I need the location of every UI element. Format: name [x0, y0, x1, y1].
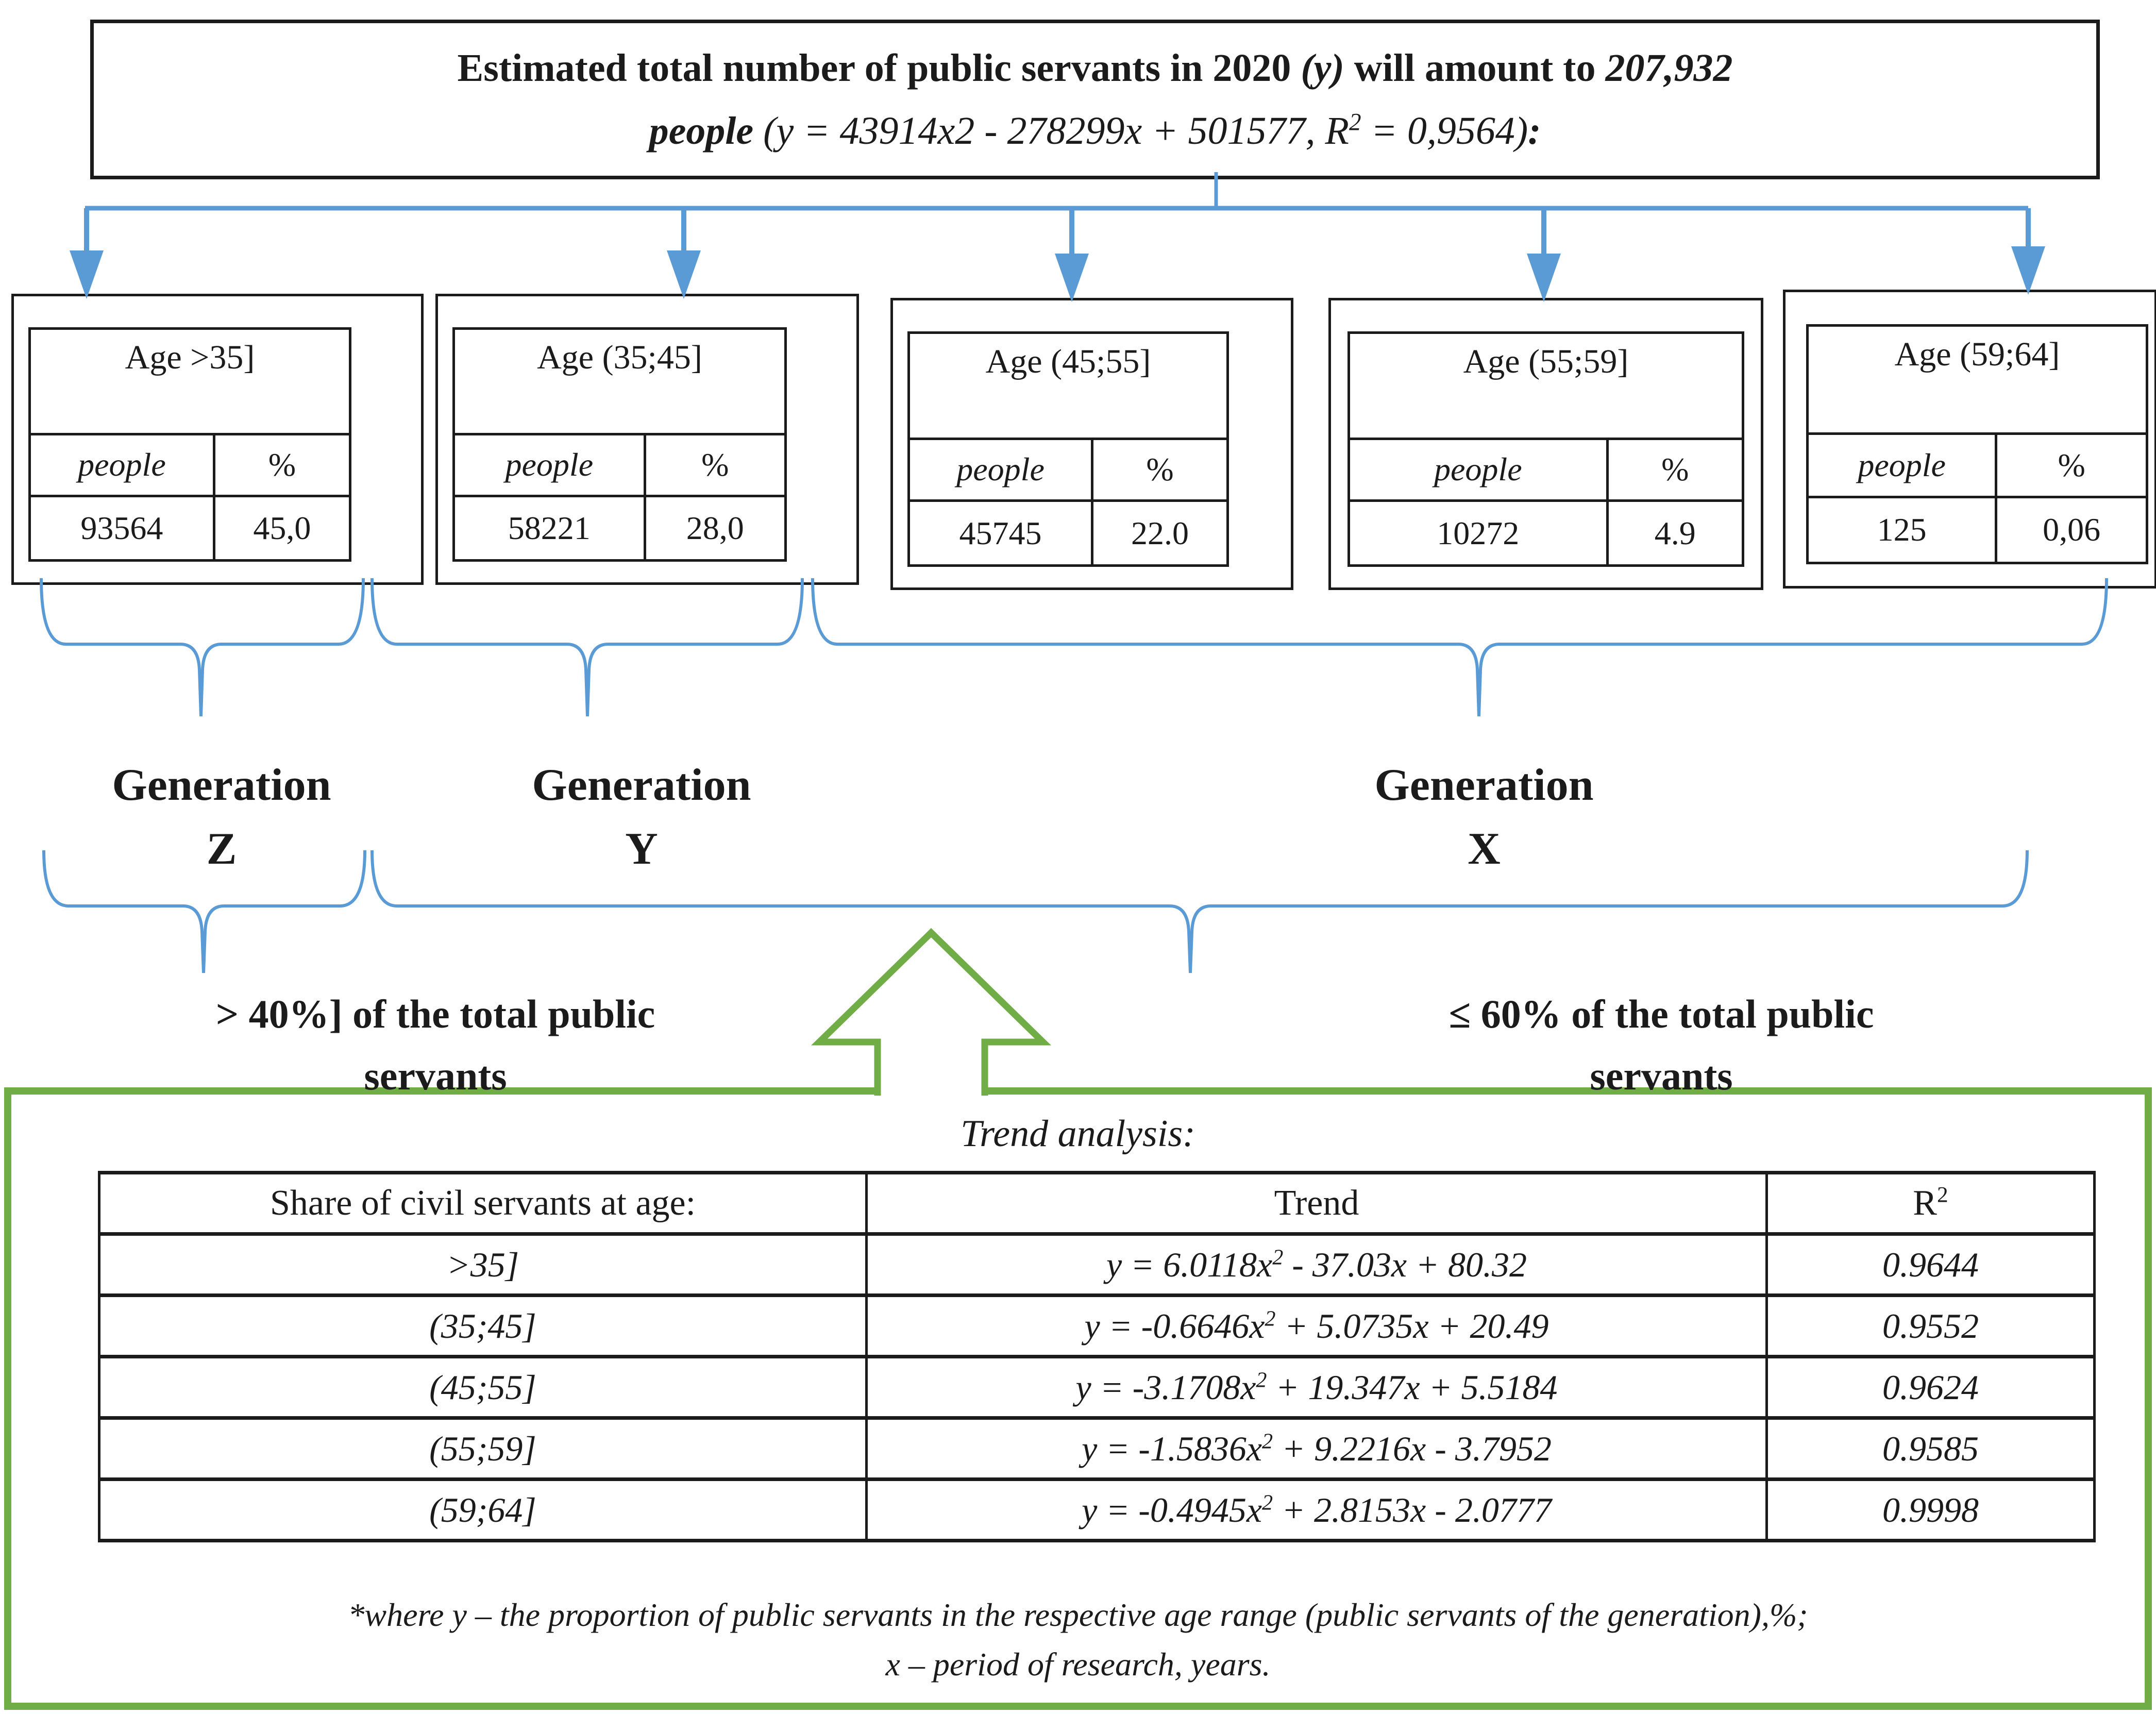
col-header-trend: Trend	[865, 1171, 1768, 1236]
share-right-label: ≤ 60% of the total public servants	[1448, 992, 1874, 1098]
generation-z-letter: Z	[206, 824, 237, 874]
generation-z-label: Generation Z	[62, 753, 381, 881]
trend-row: (35;45] y = -0.6646x2 + 5.0735x + 20.49 …	[98, 1293, 2096, 1358]
percent-column-label: %	[701, 446, 729, 483]
age-range-label: Age (59;64]	[1809, 327, 2146, 435]
title-box: Estimated total number of public servant…	[90, 20, 2100, 179]
age-range-label: Age (35;45]	[455, 330, 784, 435]
people-column-label: people	[1350, 440, 1609, 500]
trend-formula-cell: y = -1.5836x2 + 9.2216x - 3.7952	[865, 1416, 1768, 1481]
age-box-59-64: Age (59;64] people % 125 0,06	[1783, 290, 2156, 589]
people-value: 10272	[1350, 502, 1609, 564]
percent-value: 22.0	[1131, 514, 1189, 551]
share-left-label: > 40%] of the total public servants	[215, 992, 655, 1098]
people-column-label: people	[31, 435, 215, 495]
trend-formula-cell: y = 6.0118x2 - 37.03x + 80.32	[865, 1232, 1768, 1297]
drop-arrow-5	[2011, 208, 2045, 295]
title-line-2: people (y = 43914x2 - 278299x + 501577, …	[649, 109, 1541, 153]
drop-arrow-3	[1055, 208, 1089, 302]
age-range-cell: (45;55]	[98, 1355, 868, 1420]
age-range-cell: (55;59]	[98, 1416, 868, 1481]
age-range-cell: >35]	[98, 1232, 868, 1297]
drop-arrow-1	[70, 208, 104, 299]
generation-y-label: Generation Y	[482, 753, 801, 881]
generation-x-letter: X	[1468, 824, 1501, 874]
people-value: 45745	[910, 502, 1094, 564]
percent-value: 4.9	[1654, 514, 1696, 551]
percent-column-label: %	[2058, 446, 2085, 483]
trend-table: Share of civil servants at age: Trend R2…	[98, 1171, 2096, 1542]
generation-y-letter: Y	[625, 824, 658, 874]
col-header-r2: R2	[1765, 1171, 2096, 1236]
generation-x-label: Generation X	[1324, 753, 1644, 881]
trend-row: (45;55] y = -3.1708x2 + 19.347x + 5.5184…	[98, 1355, 2096, 1420]
brace-generation-z	[40, 578, 365, 717]
arrowhead-icon	[1527, 254, 1561, 302]
trend-footnote: *where y – the proportion of public serv…	[348, 1597, 1808, 1683]
people-column-label: people	[1809, 434, 1998, 496]
age-range-cell: (35;45]	[98, 1293, 868, 1358]
people-column-label: people	[455, 435, 646, 495]
trend-row: (55;59] y = -1.5836x2 + 9.2216x - 3.7952…	[98, 1416, 2096, 1481]
r2-cell: 0.9998	[1765, 1477, 2096, 1542]
age-range-label: Age >35]	[31, 330, 349, 435]
arrowhead-icon	[70, 250, 104, 299]
percent-value: 28,0	[686, 509, 744, 546]
brace-share-left	[42, 850, 366, 973]
drop-arrow-4	[1527, 208, 1561, 302]
arrowhead-icon	[1055, 254, 1089, 302]
age-box-under-35: Age >35] people % 93564 45,0	[11, 294, 424, 585]
r2-cell: 0.9624	[1765, 1355, 2096, 1420]
up-arrow-icon	[811, 928, 1051, 1096]
trend-formula-cell: y = -3.1708x2 + 19.347x + 5.5184	[865, 1355, 1768, 1420]
title-line-1: Estimated total number of public servant…	[457, 46, 1733, 90]
brace-generation-y	[370, 578, 804, 717]
people-value: 93564	[31, 497, 215, 559]
age-box-45-55: Age (45;55] people % 45745 22.0	[890, 298, 1293, 590]
brace-generation-x	[811, 578, 2108, 717]
col-header-age-share: Share of civil servants at age:	[98, 1171, 868, 1236]
trend-row: >35] y = 6.0118x2 - 37.03x + 80.32 0.964…	[98, 1232, 2096, 1297]
percent-value: 0,06	[2043, 511, 2101, 548]
brace-share-right	[370, 850, 2029, 973]
people-column-label: people	[910, 440, 1094, 500]
r2-cell: 0.9644	[1765, 1232, 2096, 1297]
percent-column-label: %	[1661, 451, 1689, 488]
age-range-label: Age (55;59]	[1350, 334, 1742, 440]
percent-column-label: %	[1146, 451, 1174, 488]
percent-value: 45,0	[253, 509, 311, 546]
age-range-label: Age (45;55]	[910, 334, 1226, 440]
arrowhead-icon	[2011, 246, 2045, 295]
age-box-35-45: Age (35;45] people % 58221 28,0	[435, 294, 859, 585]
r2-cell: 0.9552	[1765, 1293, 2096, 1358]
age-range-cell: (59;64]	[98, 1477, 868, 1542]
trend-row: (59;64] y = -0.4945x2 + 2.8153x - 2.0777…	[98, 1477, 2096, 1542]
r2-cell: 0.9585	[1765, 1416, 2096, 1481]
trend-table-header-row: Share of civil servants at age: Trend R2	[98, 1171, 2096, 1236]
percent-column-label: %	[268, 446, 296, 483]
people-value: 125	[1809, 498, 1998, 562]
people-value: 58221	[455, 497, 646, 559]
arrowhead-icon	[667, 250, 701, 299]
trend-analysis-title: Trend analysis:	[961, 1113, 1195, 1155]
trend-formula-cell: y = -0.4945x2 + 2.8153x - 2.0777	[865, 1477, 1768, 1542]
age-box-55-59: Age (55;59] people % 10272 4.9	[1328, 298, 1763, 590]
drop-arrow-2	[667, 208, 701, 299]
trend-formula-cell: y = -0.6646x2 + 5.0735x + 20.49	[865, 1293, 1768, 1358]
